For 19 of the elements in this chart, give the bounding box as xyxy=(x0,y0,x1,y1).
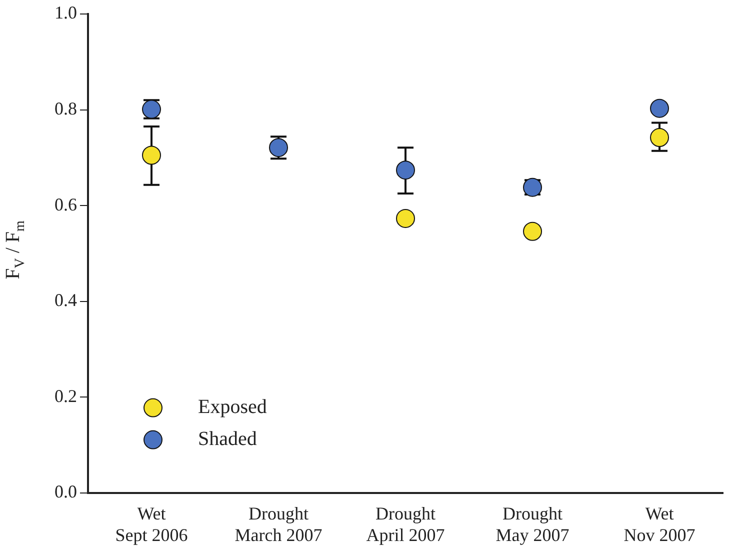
y-tick-label: 1.0 xyxy=(54,2,77,23)
legend-label: Exposed xyxy=(198,396,267,418)
x-tick-label: Wet Nov 2007 xyxy=(624,503,696,545)
y-tick-label: 0.8 xyxy=(54,98,77,118)
y-tick-label: 0.2 xyxy=(54,386,77,406)
x-tick-label: Drought April 2007 xyxy=(366,503,445,545)
x-tick-label: Drought May 2007 xyxy=(496,503,570,545)
y-tick-label: 0.6 xyxy=(54,194,77,214)
point xyxy=(650,98,669,118)
point xyxy=(650,128,669,148)
x-tick-label: Drought March 2007 xyxy=(234,503,322,545)
x-tick-label: Wet Sept 2006 xyxy=(115,503,188,545)
point xyxy=(396,208,415,228)
y-tick-label: 0.0 xyxy=(54,482,77,502)
point xyxy=(523,222,542,241)
point xyxy=(396,160,415,180)
legend-label: Shaded xyxy=(198,428,257,450)
point xyxy=(142,146,161,165)
y-tick-label: 0.4 xyxy=(54,290,77,310)
